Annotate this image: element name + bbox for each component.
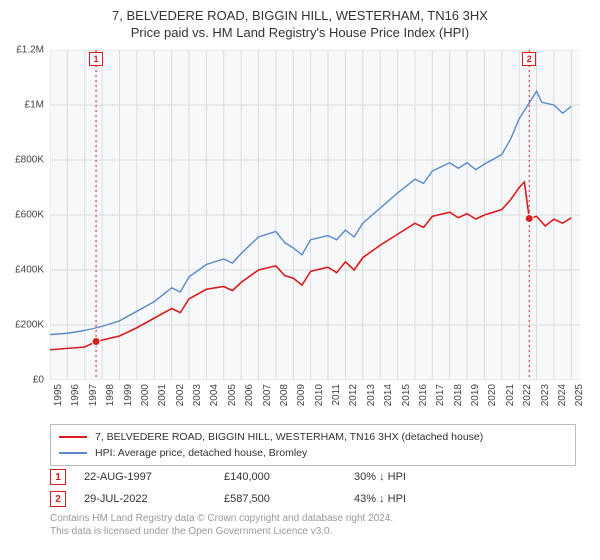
y-tick-label: £800K xyxy=(15,155,44,166)
marker-date: 29-JUL-2022 xyxy=(84,493,224,505)
marker-price: £587,500 xyxy=(224,493,354,505)
x-tick-label: 1999 xyxy=(123,384,134,406)
marker-pct: 30% ↓ HPI xyxy=(354,471,406,483)
x-tick-label: 2004 xyxy=(209,384,220,406)
plot-area: 12 xyxy=(50,50,580,380)
legend-row: 7, BELVEDERE ROAD, BIGGIN HILL, WESTERHA… xyxy=(59,429,567,445)
x-tick-label: 2003 xyxy=(192,384,203,406)
y-axis: £0£200K£400K£600K£800K£1M£1.2M xyxy=(0,50,48,380)
footer-line2: This data is licensed under the Open Gov… xyxy=(50,525,576,538)
x-tick-label: 2014 xyxy=(383,384,394,406)
chart-container: 7, BELVEDERE ROAD, BIGGIN HILL, WESTERHA… xyxy=(0,0,600,560)
x-tick-label: 2001 xyxy=(157,384,168,406)
x-tick-label: 2024 xyxy=(557,384,568,406)
x-tick-label: 1996 xyxy=(70,384,81,406)
x-tick-label: 2005 xyxy=(227,384,238,406)
chart-svg xyxy=(50,50,580,380)
legend-box: 7, BELVEDERE ROAD, BIGGIN HILL, WESTERHA… xyxy=(50,424,576,466)
footer-text: Contains HM Land Registry data © Crown c… xyxy=(50,512,576,538)
marker-date: 22-AUG-1997 xyxy=(84,471,224,483)
x-tick-label: 2006 xyxy=(244,384,255,406)
legend-row: HPI: Average price, detached house, Brom… xyxy=(59,445,567,461)
x-tick-label: 2016 xyxy=(418,384,429,406)
legend-swatch xyxy=(59,436,87,438)
y-tick-label: £400K xyxy=(15,265,44,276)
x-tick-label: 2012 xyxy=(348,384,359,406)
chart-title-line1: 7, BELVEDERE ROAD, BIGGIN HILL, WESTERHA… xyxy=(0,0,600,23)
x-tick-label: 2025 xyxy=(574,384,585,406)
x-tick-label: 2022 xyxy=(522,384,533,406)
x-tick-label: 2009 xyxy=(296,384,307,406)
chart-title-line2: Price paid vs. HM Land Registry's House … xyxy=(0,23,600,46)
x-tick-label: 2020 xyxy=(487,384,498,406)
x-tick-label: 2011 xyxy=(331,384,342,406)
legend-swatch xyxy=(59,452,87,454)
x-tick-label: 1997 xyxy=(88,384,99,406)
x-tick-label: 2017 xyxy=(435,384,446,406)
chart-marker-1: 1 xyxy=(89,52,103,66)
marker-number-box: 1 xyxy=(50,469,66,485)
x-tick-label: 2010 xyxy=(314,384,325,406)
x-tick-label: 2008 xyxy=(279,384,290,406)
x-tick-label: 1998 xyxy=(105,384,116,406)
x-tick-label: 2002 xyxy=(175,384,186,406)
x-tick-label: 2007 xyxy=(262,384,273,406)
x-tick-label: 2023 xyxy=(540,384,551,406)
x-tick-label: 2021 xyxy=(505,384,516,406)
marker-price: £140,000 xyxy=(224,471,354,483)
y-tick-label: £600K xyxy=(15,210,44,221)
x-axis: 1995 1996 1997 1998 1999 2000 2001 2002 2003 2004… xyxy=(50,382,580,422)
marker-data-row: 2 29-JUL-2022£587,50043% ↓ HPI xyxy=(50,488,576,510)
x-tick-label: 2013 xyxy=(366,384,377,406)
x-tick-label: 2019 xyxy=(470,384,481,406)
x-tick-label: 2018 xyxy=(453,384,464,406)
legend-label: 7, BELVEDERE ROAD, BIGGIN HILL, WESTERHA… xyxy=(95,431,483,443)
y-tick-label: £0 xyxy=(33,375,44,386)
chart-marker-2: 2 xyxy=(522,52,536,66)
x-tick-label: 2015 xyxy=(401,384,412,406)
x-tick-label: 1995 xyxy=(53,384,64,406)
marker-number-box: 2 xyxy=(50,491,66,507)
footer-line1: Contains HM Land Registry data © Crown c… xyxy=(50,512,576,525)
y-tick-label: £200K xyxy=(15,320,44,331)
x-tick-label: 2000 xyxy=(140,384,151,406)
y-tick-label: £1.2M xyxy=(16,45,44,56)
marker-rows: 1 22-AUG-1997£140,00030% ↓ HPI 2 29-JUL-202… xyxy=(50,466,576,510)
marker-pct: 43% ↓ HPI xyxy=(354,493,406,505)
y-tick-label: £1M xyxy=(25,100,44,111)
marker-data-row: 1 22-AUG-1997£140,00030% ↓ HPI xyxy=(50,466,576,488)
legend-label: HPI: Average price, detached house, Brom… xyxy=(95,447,307,459)
